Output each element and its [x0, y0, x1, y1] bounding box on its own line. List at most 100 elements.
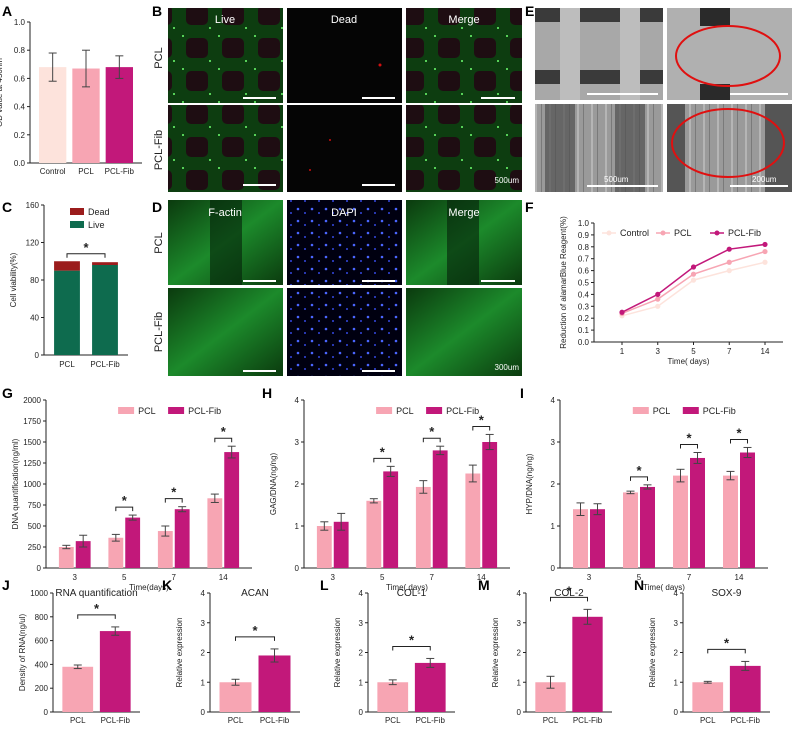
bar-dead-pcl: [54, 261, 80, 271]
significance-bracket: [550, 596, 588, 602]
panel-letter-a: A: [2, 3, 12, 19]
significance-star: *: [636, 463, 642, 478]
y-tick-label: 500: [28, 522, 42, 531]
significance-bracket: [392, 645, 431, 651]
bar-pcl-fib-14: [482, 442, 498, 568]
significance-star: *: [221, 424, 227, 439]
bar-pcl-fib-5: [383, 471, 399, 568]
micrograph-factin-pclfib: [168, 288, 283, 376]
significance-bracket: [373, 457, 392, 463]
significance-star: *: [429, 424, 435, 439]
bar-pcl-fib-7: [432, 450, 448, 568]
y-tick-label: 0.3: [578, 302, 590, 311]
data-point: [762, 259, 768, 265]
y-tick-label: 3: [359, 619, 364, 628]
legend-marker: [714, 230, 720, 236]
bar-pcl-3: [58, 547, 74, 568]
bar-pcl-5: [366, 500, 382, 568]
y-tick-label: 3: [295, 438, 300, 447]
y-tick-label: 4: [295, 396, 300, 405]
col-label-factin: F-actin: [208, 207, 242, 219]
bar-pcl-5: [623, 492, 638, 568]
y-axis-label: GAG/DNA(ng/ng): [269, 453, 278, 516]
y-tick-label: 200: [35, 684, 49, 693]
y-tick-label: 0.8: [14, 46, 26, 55]
x-tick-label: 14: [219, 573, 228, 582]
y-tick-label: 1: [551, 522, 556, 531]
data-point: [690, 277, 697, 283]
chart-title: ACAN: [241, 588, 269, 599]
significance-star: *: [566, 583, 572, 598]
y-tick-label: 2: [201, 649, 206, 658]
x-tick-label: PCL-Fib: [731, 716, 761, 725]
y-tick-label: 0: [44, 708, 49, 717]
x-tick-label: 14: [477, 573, 486, 582]
y-tick-label: 0.9: [578, 231, 590, 240]
bar-pcl-3: [573, 509, 588, 568]
x-tick-label: 7: [172, 573, 177, 582]
bar-dead-pcl-fib: [92, 262, 118, 265]
significance-bracket: [472, 425, 491, 431]
chart-c-cell-viability: 0 40 80 120 160 Cell viability(%) PCL PCL-Fib * D…: [9, 201, 128, 369]
x-tick-label: 3: [656, 347, 661, 356]
significance-star: *: [252, 623, 258, 638]
x-tick-label: PCL-Fib: [90, 360, 120, 369]
micrograph-live-pclfib: [168, 105, 283, 192]
y-tick-label: 4: [674, 589, 679, 598]
chart-m-col2: 0 1 2 3 4 Relative expression COL-2 PCL PCL-Fib *: [491, 583, 612, 725]
y-tick-label: 0.1: [578, 326, 590, 335]
data-point: [619, 309, 625, 315]
y-tick-label: 2000: [23, 396, 41, 405]
micrograph-dead-pclfib: [287, 105, 402, 192]
panel-letter-n: N: [634, 577, 644, 593]
y-axis-label: Relative expression: [648, 618, 657, 688]
significance-bracket: [707, 648, 746, 654]
y-tick-label: 0: [37, 564, 42, 573]
bar-pcl-fib: [99, 631, 131, 712]
panel-letter-m: M: [478, 577, 490, 593]
significance-bracket: [235, 636, 275, 641]
data-point: [762, 248, 768, 255]
bar-live-pcl: [54, 270, 80, 355]
y-tick-label: 0.2: [578, 314, 590, 323]
micrograph-live-pcl: [168, 8, 283, 103]
panel-letter-i: I: [520, 385, 524, 401]
y-tick-label: 0.4: [578, 290, 590, 299]
legend-label-control: Control: [620, 228, 649, 238]
legend-swatch-pcl: [376, 407, 393, 414]
row-label-pclfib-d: PCL-Fib: [153, 312, 165, 352]
y-tick-label: 2: [359, 649, 364, 658]
y-tick-label: 0: [201, 708, 206, 717]
y-tick-label: 1500: [23, 438, 41, 447]
y-axis-label: Cell viability(%): [9, 252, 18, 307]
col-label-merge: Merge: [448, 14, 479, 26]
x-tick-label: PCL-Fib: [416, 716, 446, 725]
y-tick-label: 4: [201, 589, 206, 598]
data-point: [726, 268, 732, 274]
y-tick-label: 1000: [30, 589, 48, 598]
y-tick-label: 1750: [23, 417, 41, 426]
y-tick-label: 2: [517, 649, 522, 658]
x-axis-label: Time( days): [386, 583, 428, 592]
y-tick-label: 0: [295, 564, 300, 573]
x-tick-label: 1: [620, 347, 625, 356]
panel-letter-k: K: [162, 577, 172, 593]
x-tick-label: 3: [331, 573, 336, 582]
bar-pcl-fib: [729, 665, 761, 712]
x-tick-label: 7: [727, 347, 732, 356]
bar-pcl-fib-7: [174, 509, 190, 568]
y-tick-label: 160: [26, 201, 40, 210]
y-tick-label: 0.6: [14, 74, 26, 83]
y-tick-label: 120: [26, 239, 40, 248]
significance-bracket: [680, 444, 698, 449]
chart-title: SOX-9: [711, 588, 741, 599]
y-tick-label: 0.6: [578, 267, 590, 276]
bar-pcl-14: [723, 475, 738, 568]
bar-pcl-fib-5: [125, 517, 141, 568]
y-tick-label: 0.8: [578, 243, 590, 252]
micrograph-dapi-pcl: [287, 200, 402, 285]
x-tick-label: Control: [40, 167, 66, 176]
bar-pcl-fib: [258, 655, 291, 712]
significance-bracket: [730, 438, 748, 444]
